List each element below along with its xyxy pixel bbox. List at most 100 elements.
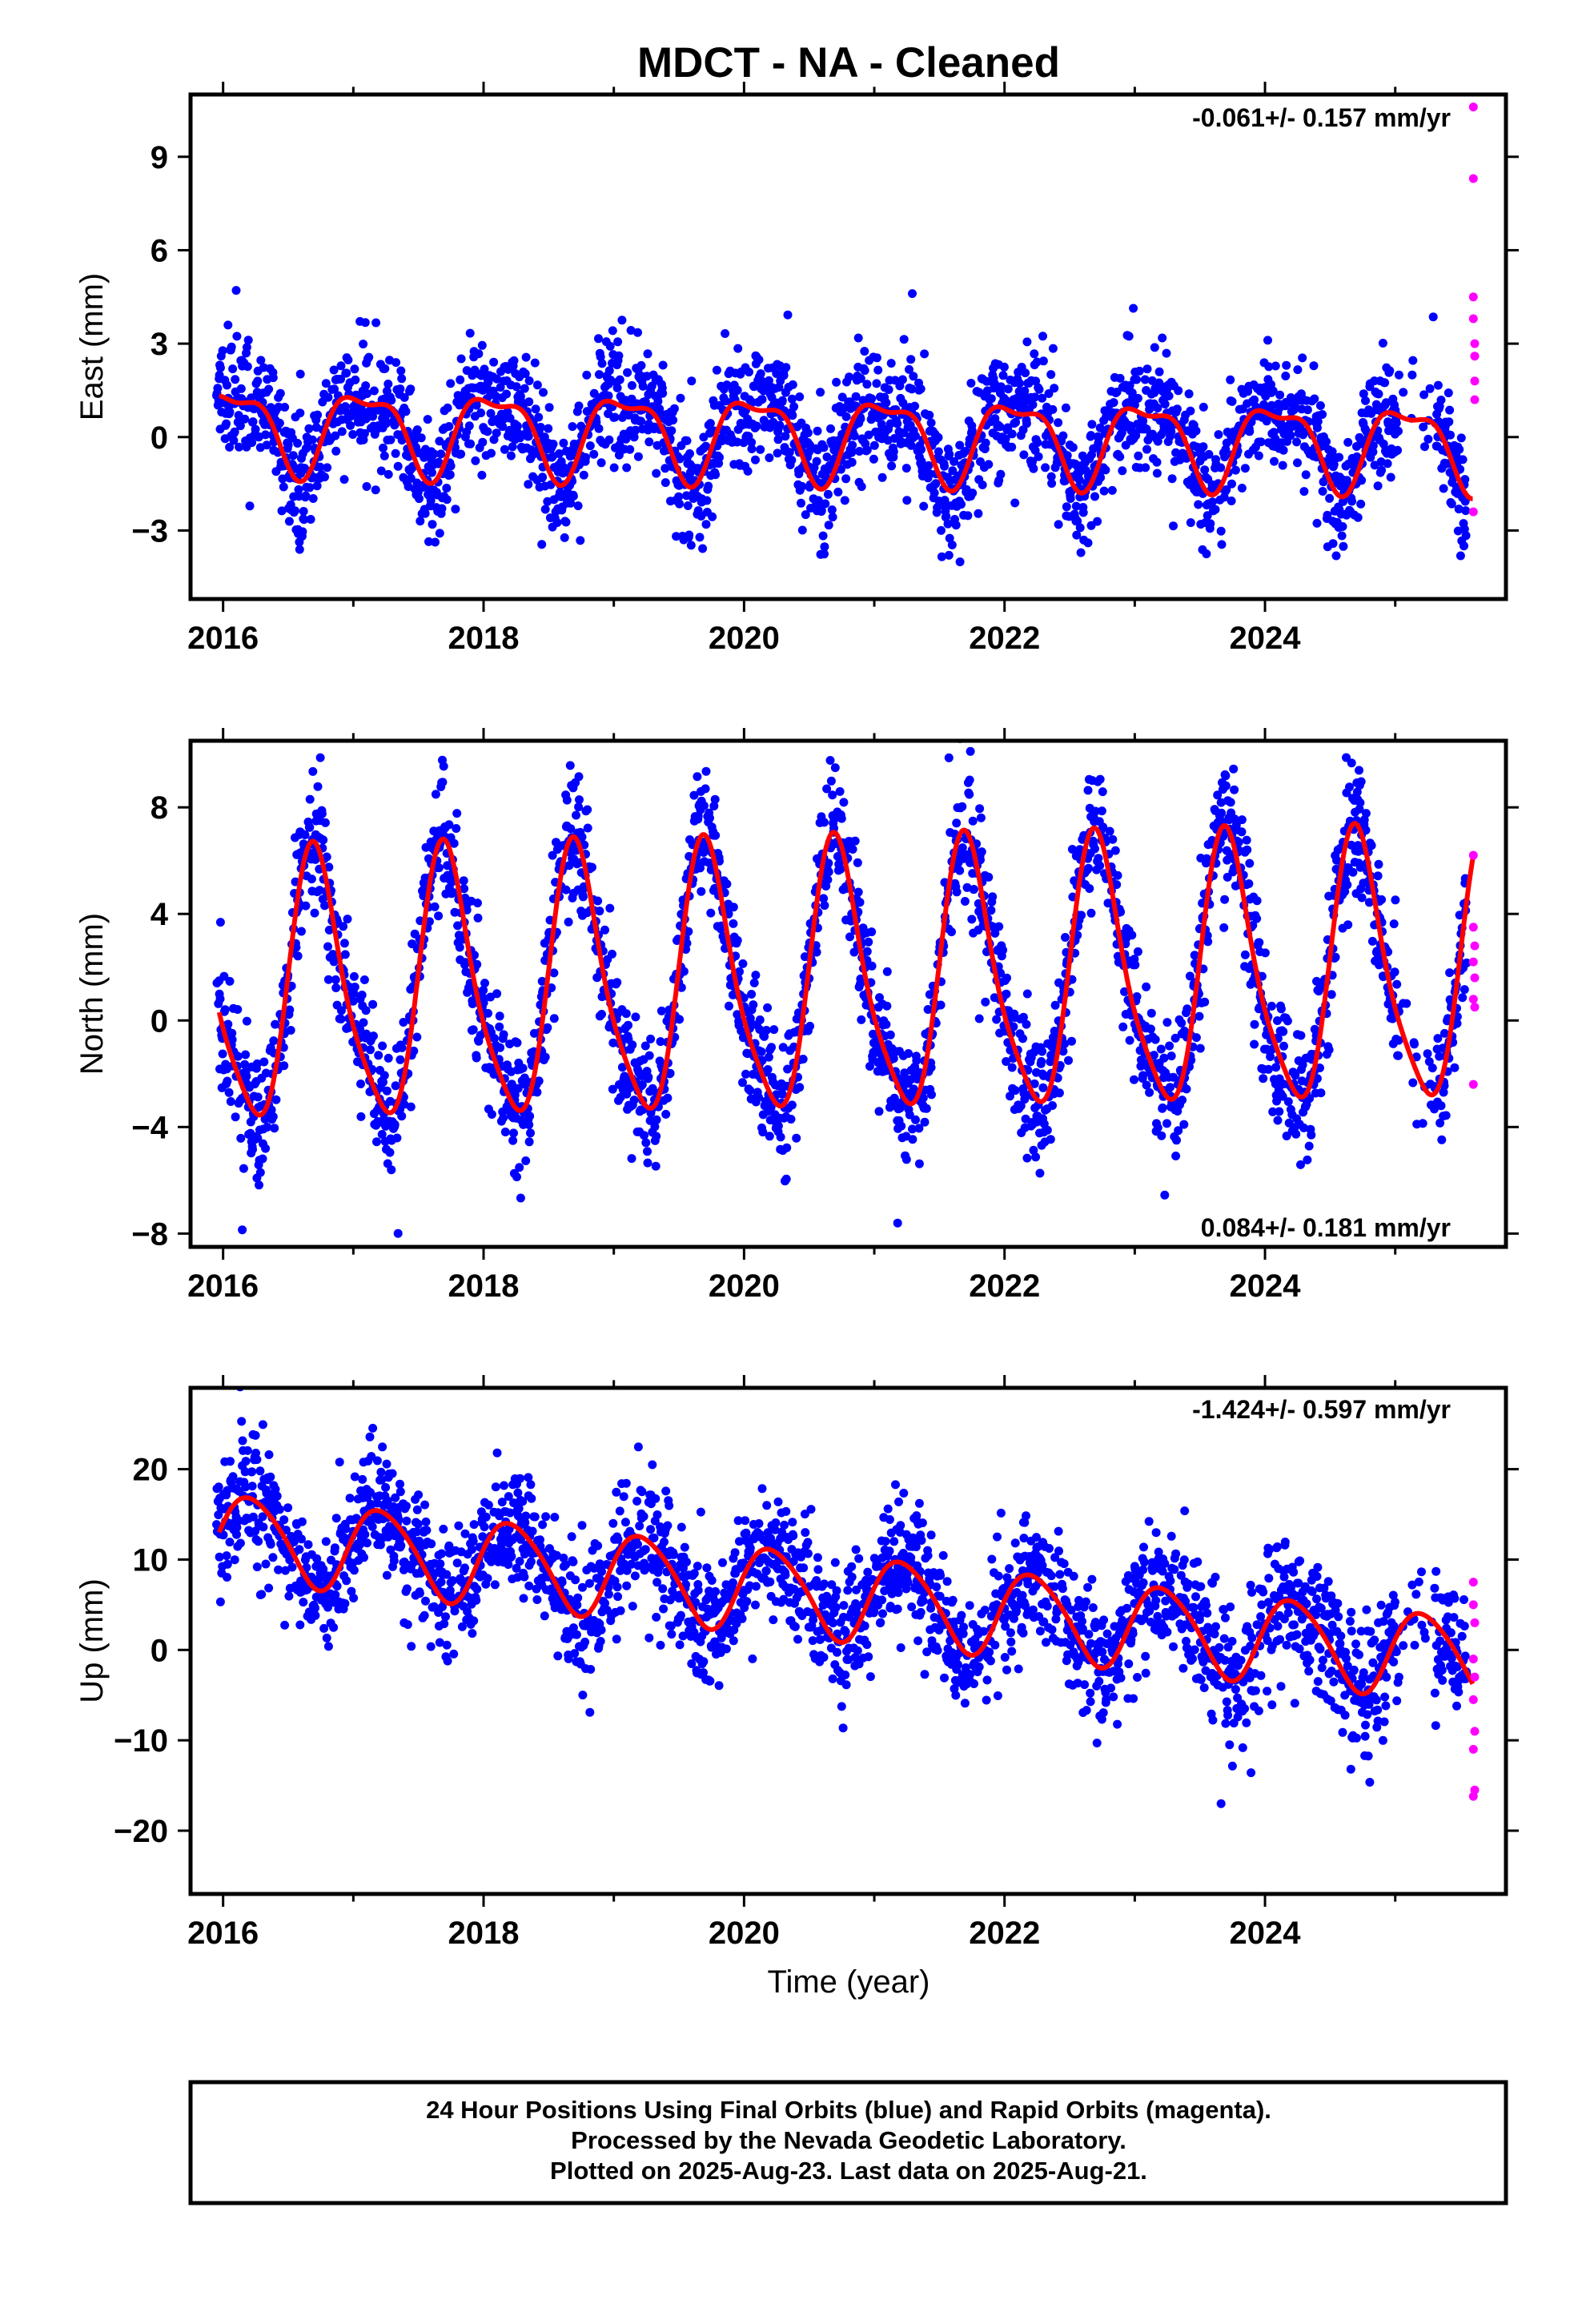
- final-orbit-point: [1339, 541, 1348, 551]
- final-orbit-point: [1286, 431, 1295, 440]
- final-orbit-point: [981, 438, 990, 448]
- final-orbit-point: [862, 445, 872, 455]
- final-orbit-point: [261, 1144, 271, 1153]
- final-orbit-point: [451, 505, 460, 514]
- final-orbit-point: [1165, 1041, 1174, 1051]
- final-orbit-point: [781, 1174, 791, 1184]
- final-orbit-point: [1098, 787, 1107, 797]
- final-orbit-point: [698, 544, 708, 553]
- final-orbit-point: [374, 1051, 383, 1060]
- final-orbit-point: [231, 375, 240, 384]
- final-orbit-point: [981, 997, 990, 1007]
- final-orbit-point: [1200, 997, 1210, 1007]
- final-orbit-point: [560, 533, 569, 542]
- final-orbit-point: [747, 437, 757, 447]
- final-orbit-point: [229, 436, 239, 445]
- final-orbit-point: [524, 1120, 534, 1129]
- final-orbit-point: [526, 1128, 535, 1138]
- final-orbit-point: [874, 1107, 884, 1116]
- final-orbit-point: [359, 428, 369, 438]
- final-orbit-point: [872, 379, 881, 388]
- final-orbit-point: [1286, 393, 1295, 402]
- final-orbit-point: [331, 446, 341, 456]
- final-orbit-point: [263, 1123, 272, 1132]
- final-orbit-point: [227, 1035, 237, 1044]
- final-orbit-point: [525, 1112, 535, 1121]
- final-orbit-point: [304, 424, 314, 433]
- final-orbit-point: [1038, 332, 1047, 341]
- final-orbit-point: [1273, 1116, 1283, 1125]
- final-orbit-point: [1029, 464, 1038, 473]
- final-orbit-point: [539, 388, 548, 397]
- final-orbit-point: [1010, 498, 1020, 508]
- final-orbit-point: [223, 380, 231, 390]
- final-orbit-point: [222, 1551, 231, 1561]
- final-orbit-point: [574, 401, 584, 411]
- final-orbit-point: [261, 430, 271, 440]
- final-orbit-point: [594, 334, 603, 344]
- final-orbit-point: [1226, 375, 1235, 384]
- final-orbit-point: [1058, 431, 1068, 440]
- final-orbit-point: [1022, 419, 1031, 428]
- final-orbit-point: [507, 1080, 516, 1089]
- final-orbit-point: [965, 775, 974, 785]
- final-orbit-point: [544, 403, 554, 412]
- final-orbit-point: [1097, 806, 1106, 816]
- final-orbit-point: [663, 1093, 673, 1103]
- final-orbit-point: [837, 392, 847, 402]
- final-orbit-point: [1166, 1051, 1176, 1061]
- final-orbit-point: [1267, 1001, 1276, 1011]
- final-orbit-point: [572, 810, 580, 820]
- final-orbit-point: [1356, 777, 1366, 786]
- final-orbit-point: [841, 412, 851, 421]
- final-orbit-point: [966, 746, 975, 756]
- final-orbit-point: [351, 375, 360, 384]
- final-orbit-point: [524, 480, 533, 489]
- final-orbit-point: [633, 452, 643, 461]
- final-orbit-point: [745, 1086, 755, 1096]
- final-orbit-point: [835, 786, 845, 796]
- final-orbit-point: [1033, 438, 1042, 448]
- final-orbit-point: [213, 384, 223, 393]
- final-orbit-point: [268, 1112, 278, 1121]
- final-orbit-point: [652, 468, 661, 478]
- final-orbit-point: [222, 419, 231, 428]
- final-orbit-point: [225, 1538, 235, 1547]
- final-orbit-point: [1357, 893, 1367, 903]
- final-orbit-point: [920, 1117, 930, 1127]
- final-orbit-point: [661, 464, 670, 473]
- final-orbit-point: [359, 340, 368, 349]
- final-orbit-point: [480, 364, 489, 374]
- final-orbit-point: [401, 407, 411, 416]
- final-orbit-point: [378, 1041, 387, 1051]
- final-orbit-point: [453, 921, 463, 931]
- final-orbit-point: [675, 454, 685, 464]
- final-orbit-point: [305, 822, 315, 832]
- final-orbit-point: [1162, 1018, 1172, 1027]
- final-orbit-point: [1312, 518, 1322, 528]
- final-orbit-point: [438, 778, 448, 787]
- final-orbit-point: [1034, 384, 1044, 394]
- final-orbit-point: [1460, 475, 1470, 485]
- final-orbit-point: [683, 501, 693, 510]
- final-orbit-point: [986, 906, 996, 915]
- final-orbit-point: [513, 1084, 523, 1093]
- final-orbit-point: [430, 902, 440, 911]
- rapid-orbit-point: [1468, 314, 1478, 324]
- final-orbit-point: [901, 464, 911, 473]
- final-orbit-point: [508, 442, 517, 452]
- final-orbit-point: [777, 396, 787, 405]
- final-orbit-point: [1338, 522, 1347, 531]
- final-orbit-point: [1083, 786, 1093, 795]
- final-orbit-point: [594, 424, 604, 433]
- final-orbit-point: [1322, 437, 1331, 446]
- final-orbit-point: [1327, 447, 1337, 456]
- final-orbit-point: [763, 1003, 773, 1012]
- final-orbit-point: [442, 495, 452, 505]
- final-orbit-point: [456, 375, 465, 384]
- final-orbit-point: [393, 1228, 403, 1238]
- final-orbit-point: [390, 1120, 400, 1129]
- final-orbit-point: [215, 918, 225, 927]
- final-orbit-point: [867, 927, 877, 937]
- final-orbit-point: [445, 470, 455, 480]
